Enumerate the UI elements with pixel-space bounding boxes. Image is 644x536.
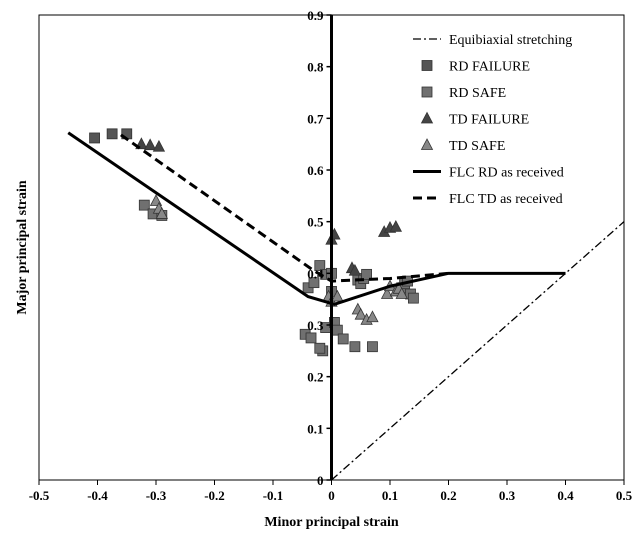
legend-label-flc-td-as-received: FLC TD as received <box>449 192 563 207</box>
point-td-safe <box>395 287 408 299</box>
x-tick-label: -0.4 <box>87 488 108 503</box>
point-rd-failure <box>89 132 100 144</box>
point-rd-safe <box>349 341 361 353</box>
y-tick-label: 0.9 <box>307 8 324 23</box>
y-tick-label: 0.6 <box>307 163 324 178</box>
y-axis-title: Major principal strain <box>15 180 30 315</box>
y-tick-label: 0.3 <box>307 318 324 333</box>
y-tick-label: 0.5 <box>307 215 324 230</box>
legend-label-rd-safe: RD SAFE <box>449 86 506 101</box>
series-line-flc-td-as-received <box>120 133 449 283</box>
point-td-failure <box>143 138 157 151</box>
point-td-failure <box>389 219 403 232</box>
legend-label-rd-failure: RD FAILURE <box>449 60 530 75</box>
point-td-safe <box>354 307 367 320</box>
x-tick-label: -0.1 <box>263 488 284 503</box>
point-rd-safe <box>361 268 373 280</box>
point-rd-safe <box>308 277 320 289</box>
point-td-failure <box>152 139 166 152</box>
x-axis-title: Minor principal strain <box>264 515 399 530</box>
series-line-flc-rd-as-received <box>67 131 566 306</box>
x-tick-label: 0.2 <box>440 488 456 503</box>
point-td-safe <box>155 207 169 219</box>
point-rd-safe <box>407 292 419 304</box>
x-tick-label: 0.1 <box>382 488 398 503</box>
x-tick-label: 0.5 <box>616 488 633 503</box>
point-rd-safe <box>337 333 349 345</box>
point-td-safe <box>331 289 344 302</box>
point-rd-safe <box>314 260 326 271</box>
x-tick-label: -0.3 <box>146 488 167 503</box>
x-tick-label: -0.5 <box>29 488 50 503</box>
legend-label-td-safe: TD SAFE <box>449 139 505 154</box>
legend-swatch-rd-failure <box>421 60 433 71</box>
x-tick-label: -0.2 <box>204 488 225 503</box>
y-tick-label: 0.1 <box>307 421 323 436</box>
point-td-safe <box>380 287 394 299</box>
x-tick-label: 0 <box>328 488 335 503</box>
point-rd-safe <box>314 342 326 354</box>
y-tick-label: 0.2 <box>307 370 323 385</box>
point-td-failure <box>348 263 362 276</box>
y-tick-label: 0.4 <box>307 266 324 281</box>
x-tick-label: 0.4 <box>557 488 574 503</box>
point-rd-failure <box>106 128 118 140</box>
point-td-safe <box>366 310 379 323</box>
point-rd-safe <box>305 332 317 344</box>
legend-swatch-td-safe <box>420 138 434 150</box>
legend-label-equibiaxial-stretching: Equibiaxial stretching <box>449 33 572 48</box>
legend-swatch-td-failure <box>420 111 434 124</box>
legend-label-td-failure: TD FAILURE <box>449 113 529 128</box>
y-tick-label: 0.8 <box>307 60 324 75</box>
point-rd-safe <box>138 199 150 211</box>
legend-label-flc-rd-as-received: FLC RD as received <box>449 166 564 181</box>
y-tick-label: 0 <box>317 473 324 488</box>
legend-swatch-rd-safe <box>421 86 433 98</box>
x-tick-label: 0.3 <box>499 488 516 503</box>
y-tick-label: 0.7 <box>307 111 324 126</box>
point-rd-safe <box>367 341 378 353</box>
series-line-equibiaxial-stretching <box>331 221 625 481</box>
